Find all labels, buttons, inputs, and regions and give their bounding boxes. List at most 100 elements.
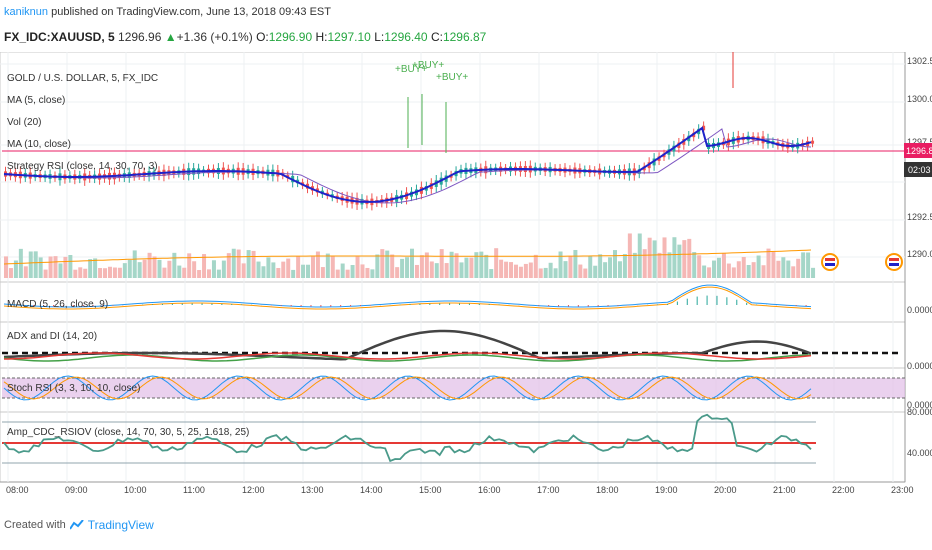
volume-bar — [657, 252, 662, 278]
macd-histogram — [13, 295, 807, 307]
volume-bar — [216, 269, 221, 278]
chart-area[interactable]: +BUY+ +BUY+ +BUY+ GOLD / U.S. DOLLAR, 5,… — [0, 52, 932, 512]
volume-bar — [137, 262, 142, 278]
macd-label[interactable]: MACD (5, 26, close, 9) — [7, 299, 108, 310]
volume-bar — [786, 260, 791, 278]
di-minus-line — [4, 352, 812, 360]
volume-bar — [83, 268, 88, 278]
volume-bar — [340, 263, 345, 278]
legend-study[interactable]: MA (5, close) — [7, 95, 65, 106]
legend-study[interactable]: Vol (20) — [7, 117, 41, 128]
flag-icon[interactable] — [885, 253, 903, 271]
publish-info: kaniknun published on TradingView.com, J… — [4, 6, 331, 18]
volume-bar — [791, 266, 796, 278]
volume-bar — [464, 257, 469, 278]
volume-bar — [533, 254, 538, 278]
volume-bar — [692, 252, 697, 278]
adx-label[interactable]: ADX and DI (14, 20) — [7, 331, 97, 342]
time-tick: 10:00 — [124, 485, 147, 495]
main-pane[interactable] — [0, 52, 906, 283]
volume-bar — [558, 251, 563, 278]
volume-bar — [429, 261, 434, 278]
volume-bar — [390, 254, 395, 278]
volume-bar — [583, 268, 588, 278]
legend-study[interactable]: MA (10, close) — [7, 139, 71, 150]
volume-bar — [28, 251, 33, 278]
volume-bar — [776, 260, 781, 278]
volume-bar — [736, 261, 741, 278]
volume-bar — [177, 265, 182, 278]
amp-label[interactable]: Amp_CDC_RSIOV (close, 14, 70, 30, 5, 25,… — [7, 427, 249, 438]
volume-bar — [23, 266, 28, 278]
volume-bar — [667, 252, 672, 278]
volume-bar — [553, 268, 558, 278]
volume-bar — [434, 263, 439, 278]
time-tick: 08:00 — [6, 485, 29, 495]
volume-bar — [335, 269, 340, 278]
volume-bar — [33, 251, 38, 278]
time-tick: 13:00 — [301, 485, 324, 495]
volume-bar — [806, 252, 811, 278]
volume-bar — [761, 265, 766, 278]
stoch-label[interactable]: Stoch RSI (3, 3, 10, 10, close) — [7, 383, 140, 394]
volume-bar — [172, 252, 177, 278]
volume-bar — [424, 252, 429, 278]
tradingview-brand[interactable]: TradingView — [87, 518, 154, 532]
volume-bar — [746, 264, 751, 278]
amp-rsi-line — [3, 413, 812, 463]
price-tick: 1297.50 — [907, 137, 932, 147]
flag-icon[interactable] — [821, 253, 839, 271]
legend-study[interactable]: Strategy RSI (close, 14, 30, 70, 3) — [7, 161, 158, 172]
high-value: 1297.10 — [327, 30, 371, 44]
adx-pane[interactable] — [0, 321, 906, 369]
candle — [702, 125, 706, 131]
tradingview-logo-icon — [69, 520, 84, 530]
volume-bar — [142, 259, 147, 278]
symbol-name[interactable]: FX_IDC:XAUUSD, 5 — [4, 30, 115, 44]
time-tick: 20:00 — [714, 485, 737, 495]
volume-bar — [182, 267, 187, 278]
volume-bar — [202, 254, 207, 278]
buy-signal-label: +BUY+ — [412, 60, 444, 71]
volume-bar — [211, 260, 216, 278]
legend: GOLD / U.S. DOLLAR, 5, FX_IDC MA (5, clo… — [7, 73, 249, 438]
price-change: +1.36 (+0.1%) — [176, 30, 253, 44]
time-tick: 16:00 — [478, 485, 501, 495]
volume-bar — [454, 253, 459, 278]
volume-bar — [771, 251, 776, 278]
volume-bar — [117, 267, 122, 278]
macd-pane[interactable] — [0, 281, 906, 323]
time-axis[interactable]: 08:00 09:00 10:00 11:00 12:00 13:00 14:00 15:00… — [6, 485, 914, 495]
volume-bar — [469, 257, 474, 278]
volume-bar — [702, 265, 707, 278]
volume-bar — [578, 264, 583, 278]
amp-pane[interactable] — [0, 411, 906, 483]
stoch-k-line — [3, 375, 812, 401]
volume-bar — [360, 264, 365, 278]
volume-bar — [301, 264, 306, 278]
volume-bar — [325, 253, 330, 278]
volume-bar — [721, 253, 726, 278]
volume-bar — [588, 255, 593, 278]
volume-bar — [543, 267, 548, 278]
time-tick: 12:00 — [242, 485, 265, 495]
volume-bar — [523, 263, 528, 278]
high-label: H: — [315, 30, 328, 44]
buy-signal-label: +BUY+ — [436, 72, 468, 83]
volume-bar — [716, 257, 721, 278]
volume-bar — [479, 251, 484, 278]
volume-bar — [622, 254, 627, 278]
volume-bar — [112, 267, 117, 278]
author-link[interactable]: kaniknun — [4, 6, 49, 18]
volume-bar — [796, 258, 801, 278]
volume-bar — [444, 263, 449, 278]
price-tick: 1292.50 — [907, 212, 932, 222]
volume-bar — [672, 237, 677, 278]
open-label: O: — [256, 30, 269, 44]
volume-bar — [617, 261, 622, 278]
close-label: C: — [430, 30, 443, 44]
volume-bar — [271, 262, 276, 278]
volume-bar — [499, 259, 504, 278]
price-axis[interactable]: 1302.50 1300.00 1297.50 1292.50 1290.00 … — [904, 56, 932, 458]
time-tick: 21:00 — [773, 485, 796, 495]
